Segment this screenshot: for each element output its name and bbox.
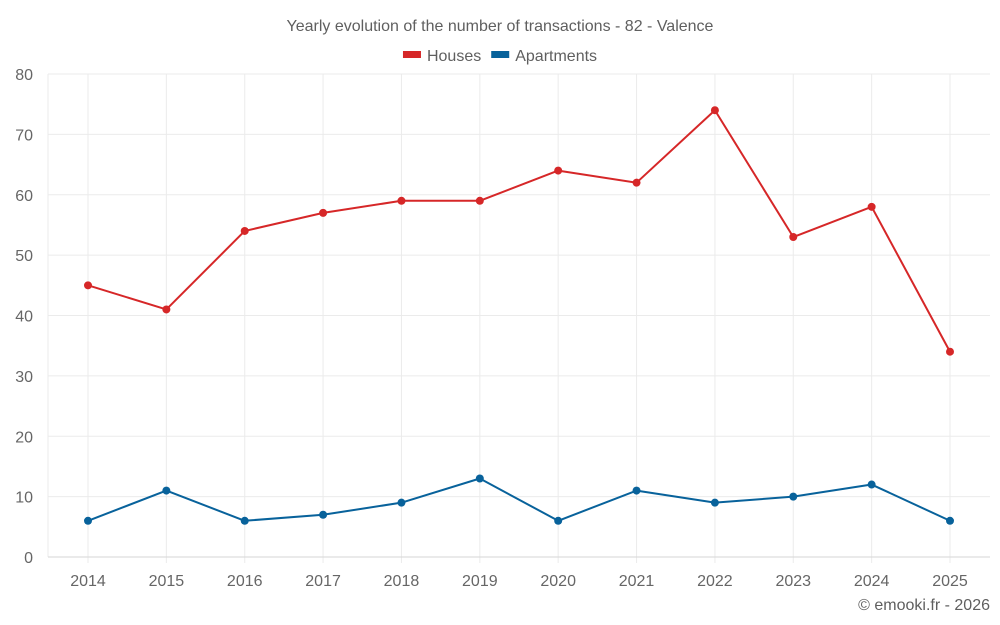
data-point[interactable] [162,486,171,495]
data-point[interactable] [867,202,876,211]
y-tick-label: 80 [15,67,33,84]
series-line [87,109,951,353]
data-point[interactable] [240,516,249,525]
series-line [87,477,951,522]
data-point[interactable] [554,516,563,525]
data-point[interactable] [632,178,641,187]
y-tick-label: 50 [15,248,33,265]
x-tick-label: 2020 [540,573,576,590]
data-point[interactable] [475,474,484,483]
x-tick-label: 2015 [149,573,185,590]
data-point[interactable] [789,233,798,242]
grid [47,73,990,563]
x-tick-label: 2017 [305,573,341,590]
series-apartments [84,474,954,525]
legend-swatch [491,51,510,58]
data-point[interactable] [475,196,484,205]
series-layer [84,106,954,525]
y-tick-label: 40 [15,309,33,326]
data-point[interactable] [632,486,641,495]
data-point[interactable] [240,226,249,235]
legend-item-apartments[interactable]: Apartments [491,48,597,65]
data-point[interactable] [84,281,92,290]
x-tick-label: 2014 [70,573,106,590]
x-tick-label: 2024 [854,573,890,590]
x-tick-label: 2023 [775,573,811,590]
legend-swatch [402,51,421,58]
data-point[interactable] [397,196,406,205]
y-tick-label: 30 [15,369,33,386]
x-tick-label: 2019 [462,573,498,590]
data-point[interactable] [946,516,954,525]
data-point[interactable] [554,166,563,175]
series-houses [84,106,954,356]
data-point[interactable] [946,347,954,356]
data-point[interactable] [84,516,92,525]
legend: Houses Apartments [402,48,597,65]
data-point[interactable] [710,498,719,507]
data-point[interactable] [397,498,406,507]
y-tick-label: 20 [15,429,33,446]
x-axis: 2014 2015 2016 2017 2018 2019 2020 2021 2022 2023… [70,573,968,590]
data-point[interactable] [162,305,171,314]
x-tick-label: 2025 [932,573,968,590]
y-tick-label: 10 [15,490,33,507]
legend-item-houses[interactable]: Houses [402,48,481,65]
y-tick-label: 70 [15,127,33,144]
data-point[interactable] [867,480,876,489]
x-tick-label: 2018 [384,573,420,590]
credit-text: © emooki.fr - 2026 [858,597,990,614]
data-point[interactable] [319,208,328,217]
y-tick-label: 60 [15,188,33,205]
data-point[interactable] [789,492,798,501]
legend-label: Apartments [515,48,597,65]
chart-title: Yearly evolution of the number of transa… [287,18,714,35]
x-tick-label: 2016 [227,573,263,590]
data-point[interactable] [710,106,719,115]
data-point[interactable] [319,510,328,519]
x-tick-label: 2021 [619,573,655,590]
x-tick-label: 2022 [697,573,733,590]
y-tick-label: 0 [24,550,33,567]
legend-label: Houses [427,48,481,65]
y-axis: 0 10 20 30 40 50 60 70 80 [15,67,33,567]
